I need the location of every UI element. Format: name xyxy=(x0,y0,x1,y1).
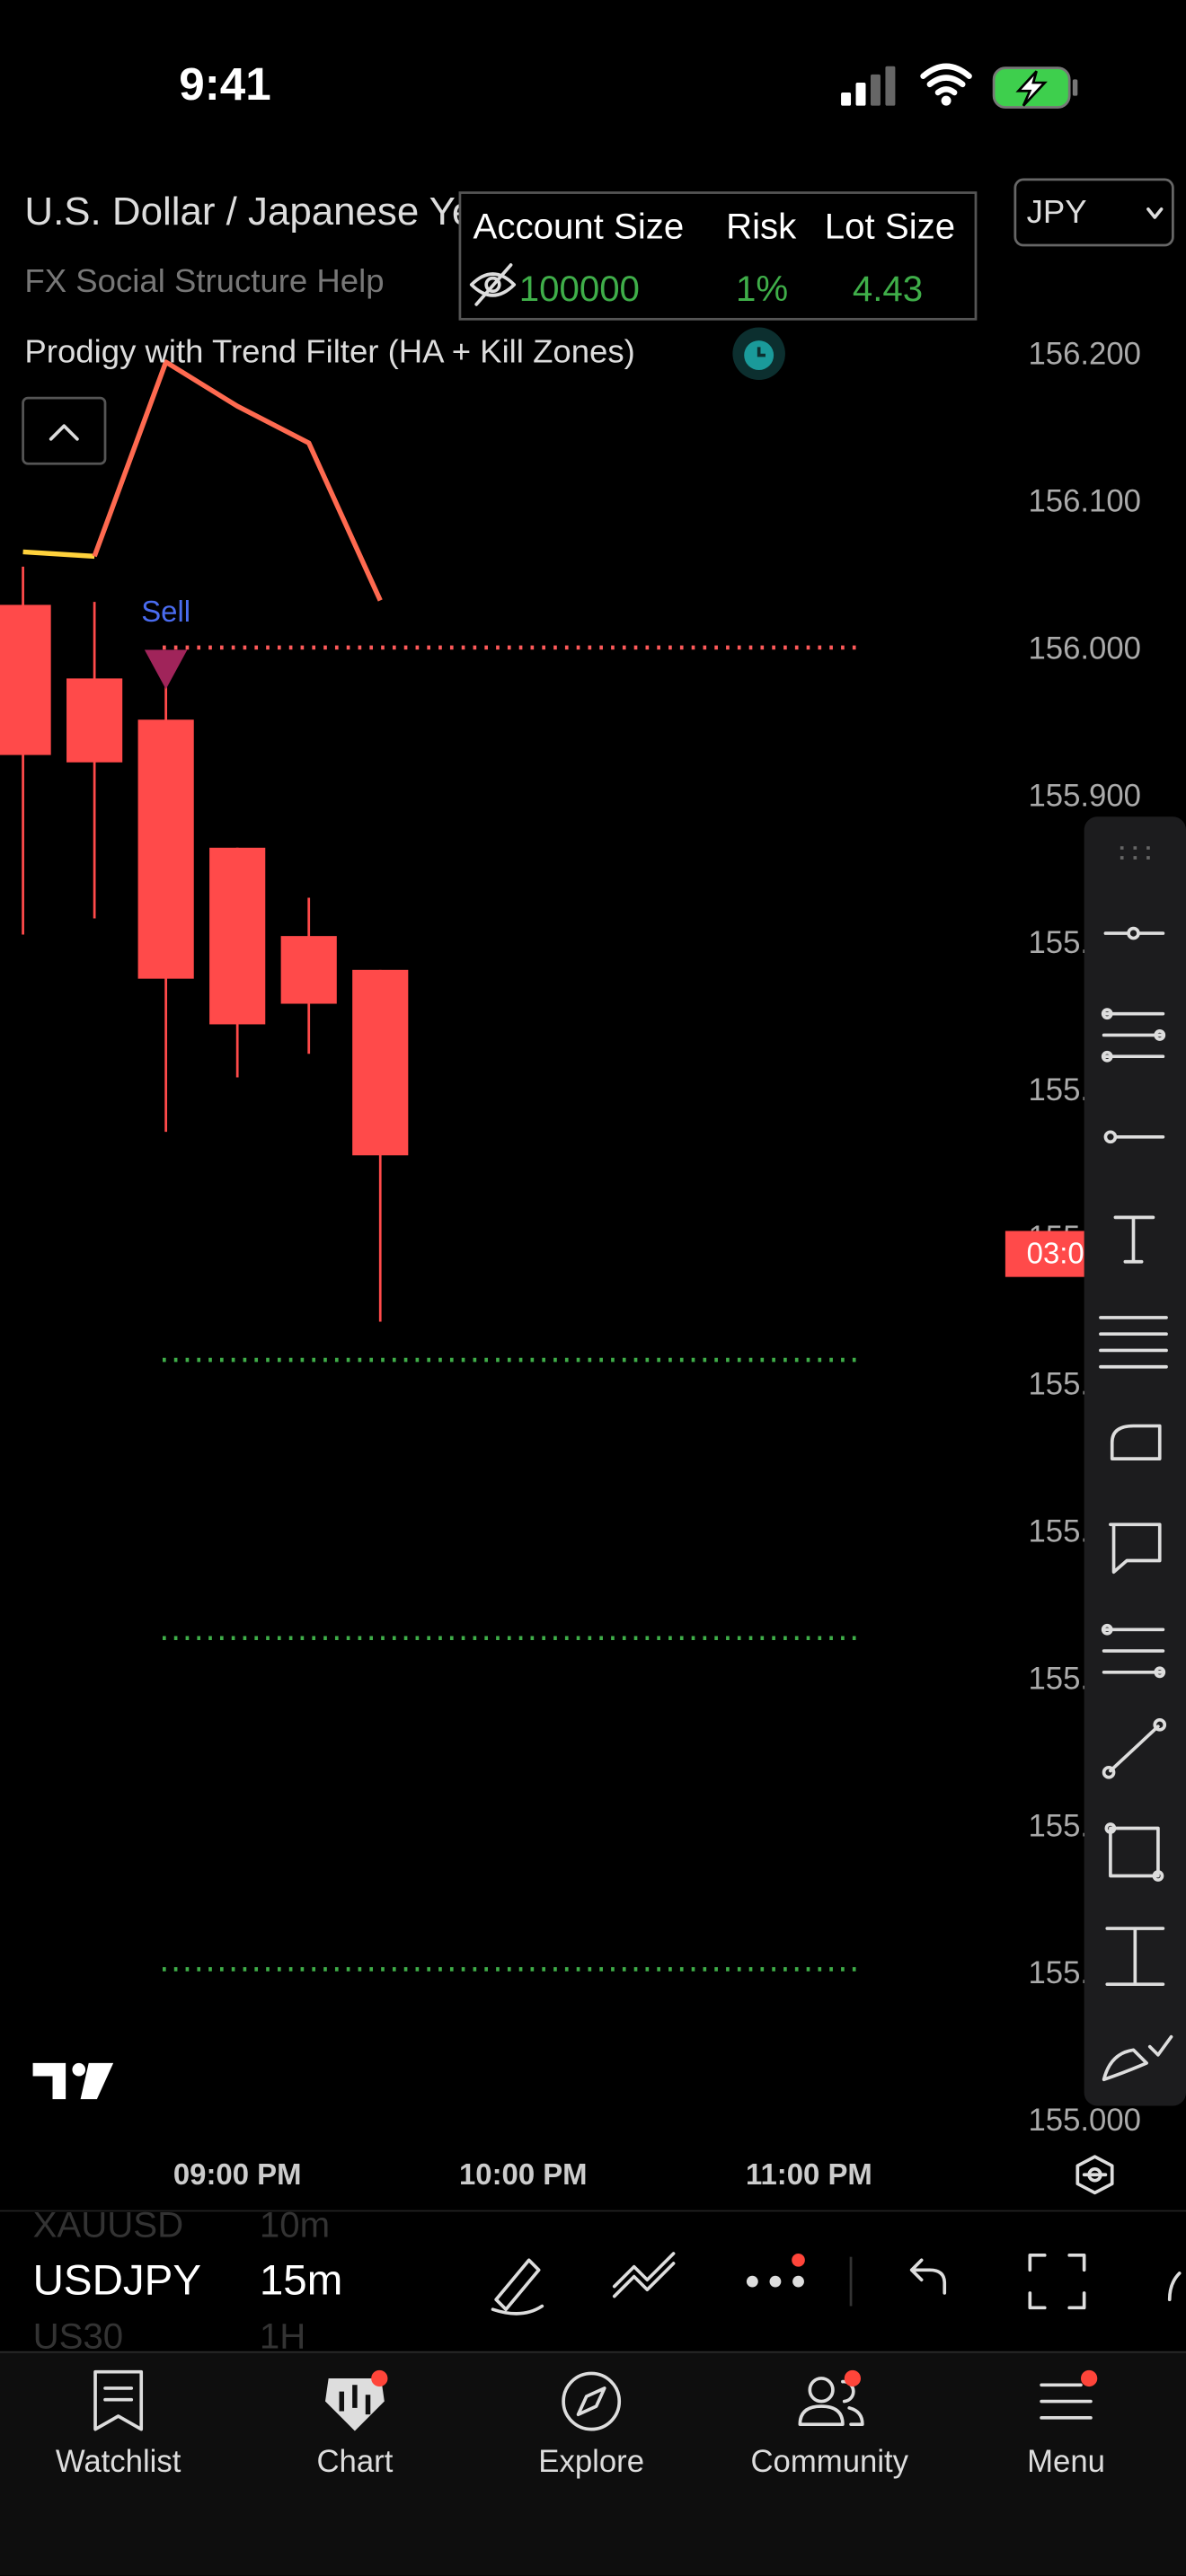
tool-icon[interactable] xyxy=(1102,2034,1173,2082)
candle-body xyxy=(352,969,409,1156)
candle-body xyxy=(209,847,266,1025)
interval-option[interactable]: 10m xyxy=(260,2204,330,2245)
nav-menu[interactable]: Menu xyxy=(1027,2369,1105,2479)
symbol-title: U.S. Dollar / Japanese Yen xyxy=(24,190,495,234)
interval[interactable]: 15m xyxy=(260,2256,342,2304)
alarm-icon[interactable] xyxy=(732,327,785,380)
status-icons xyxy=(841,63,1078,109)
nav-bar xyxy=(0,2351,1186,2576)
nav-chart[interactable]: Chart xyxy=(316,2369,394,2479)
more-button[interactable] xyxy=(746,2254,805,2288)
nav-watchlist[interactable]: Watchlist xyxy=(56,2369,181,2480)
y-tick-label: 155.900 xyxy=(1028,779,1141,813)
y-tick-label: 156.200 xyxy=(1028,338,1141,372)
candle-body xyxy=(137,719,194,979)
position-table: Account Size Risk Lot Size 100000 1% 4.4… xyxy=(458,191,978,321)
nav-explore[interactable]: Explore xyxy=(538,2371,644,2479)
indicator-line xyxy=(92,359,383,602)
tool-icon[interactable] xyxy=(1101,1623,1166,1679)
undo-button[interactable] xyxy=(909,2258,947,2295)
clock: 9:41 xyxy=(179,58,270,110)
nav-label: Explore xyxy=(538,2445,644,2479)
settings-icon[interactable] xyxy=(1075,2155,1114,2195)
nav-label: Menu xyxy=(1027,2445,1105,2479)
x-tick-label: 10:00 PM xyxy=(459,2157,588,2191)
indicator-line xyxy=(22,549,95,560)
tool-icon[interactable] xyxy=(1102,1718,1167,1779)
logo xyxy=(32,2062,114,2100)
nav-label: Chart xyxy=(316,2445,393,2479)
table-value: 4.43 xyxy=(853,269,923,309)
x-tick-label: 09:00 PM xyxy=(173,2157,302,2191)
candle-body xyxy=(280,936,337,1004)
tool-icon[interactable] xyxy=(1113,1215,1155,1264)
fullscreen-button[interactable] xyxy=(1028,2254,1086,2310)
currency: JPY xyxy=(1027,193,1087,230)
symbol-option[interactable]: US30 xyxy=(33,2316,124,2357)
subtitle: FX Social Structure Help xyxy=(24,262,384,299)
symbol-toolbar: XAUUSD 10m USDJPY 15m US30 1H xyxy=(33,2204,1182,2357)
tool-icon[interactable] xyxy=(1110,1424,1162,1460)
x-tick-label: 11:00 PM xyxy=(746,2157,872,2191)
draw-button[interactable] xyxy=(491,2258,544,2316)
countdown-text: 03:0 xyxy=(1027,1237,1084,1270)
symbol-option[interactable]: XAUUSD xyxy=(33,2204,184,2245)
nav-label: Community xyxy=(750,2445,908,2479)
table-header: Risk xyxy=(726,206,797,246)
drawing-toolbar xyxy=(1084,816,1186,2106)
hidden-icon xyxy=(469,263,517,306)
table-value: 100000 xyxy=(519,269,640,309)
signal-label: Sell xyxy=(141,595,190,628)
currency-dropdown[interactable]: JPY xyxy=(1013,178,1174,247)
tool-icon[interactable] xyxy=(1101,1008,1166,1063)
collapse-button[interactable] xyxy=(22,396,107,465)
table-header: Account Size xyxy=(474,206,685,246)
tool-icon[interactable] xyxy=(1109,1522,1162,1575)
symbol[interactable]: USDJPY xyxy=(33,2256,201,2304)
tool-icon[interactable] xyxy=(1103,926,1165,940)
table-value: 1% xyxy=(736,269,788,309)
signal-marker xyxy=(144,649,188,690)
tool-icon[interactable] xyxy=(1103,1130,1165,1144)
nav-community[interactable]: Community xyxy=(750,2369,909,2479)
table-header: Lot Size xyxy=(825,206,955,246)
indicators-button[interactable] xyxy=(612,2252,676,2298)
tool-icon[interactable] xyxy=(1099,1316,1168,1369)
y-tick-label: 155.000 xyxy=(1028,2104,1141,2138)
y-tick-label: 156.000 xyxy=(1028,631,1141,666)
tool-icon[interactable] xyxy=(1104,1822,1164,1882)
interval-option[interactable]: 1H xyxy=(260,2316,305,2357)
indicator-name: Prodigy with Trend Filter (HA + Kill Zon… xyxy=(24,332,634,369)
y-tick-label: 156.100 xyxy=(1028,485,1141,519)
candle-body xyxy=(0,604,51,755)
nav-label: Watchlist xyxy=(56,2445,181,2479)
tool-icon[interactable] xyxy=(1105,1927,1165,1987)
chart-area: 156.200156.100156.000155.900155.800155.7… xyxy=(0,338,1141,2191)
candle-body xyxy=(66,678,123,763)
